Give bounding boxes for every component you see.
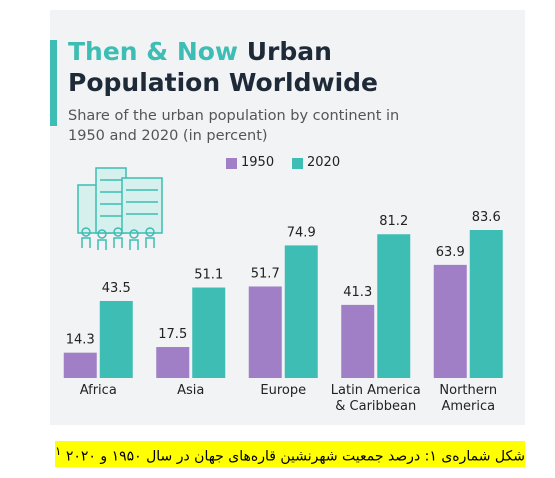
bar xyxy=(248,286,282,378)
chart-subtitle: Share of the urban population by contine… xyxy=(68,108,400,144)
chart-title: Then & Now Urban Population Worldwide xyxy=(68,36,408,98)
value-label: 83.6 xyxy=(472,210,501,225)
bar xyxy=(341,304,375,378)
bar xyxy=(469,230,503,378)
bar xyxy=(192,287,226,378)
x-tick-label: Northern America xyxy=(439,383,498,414)
value-label: 63.9 xyxy=(436,245,465,260)
x-tick-label: Europe xyxy=(260,383,307,398)
legend-swatch xyxy=(226,158,237,169)
caption-footnote: ۱ xyxy=(55,444,62,458)
value-label: 43.5 xyxy=(102,281,131,296)
x-tick-label: Africa xyxy=(79,383,117,398)
value-label: 51.7 xyxy=(251,266,280,281)
legend-swatch xyxy=(292,158,303,169)
bar xyxy=(63,352,97,378)
value-label: 41.3 xyxy=(343,285,372,300)
x-tick-label: Latin America & Caribbean xyxy=(330,383,421,414)
value-label: 51.1 xyxy=(194,268,223,283)
bar xyxy=(377,234,411,378)
value-label: 17.5 xyxy=(158,327,187,342)
title-text: Urban Population Worldwide xyxy=(68,37,378,97)
title-highlight: Then & Now xyxy=(68,37,239,66)
bar xyxy=(156,347,190,378)
value-label: 81.2 xyxy=(379,214,408,229)
accent-bar xyxy=(50,40,57,126)
value-label: 74.9 xyxy=(287,225,316,240)
bar xyxy=(433,264,467,378)
value-label: 14.3 xyxy=(66,333,95,348)
legend-label: 1950 xyxy=(241,155,275,170)
x-tick-label: Asia xyxy=(177,383,205,398)
caption: شکل شماره‌ی ۱: درصد جمعیت شهرنشین قاره‌ه… xyxy=(55,441,525,467)
caption-text: شکل شماره‌ی ۱: درصد جمعیت شهرنشین قاره‌ه… xyxy=(65,448,525,465)
bar xyxy=(284,245,318,378)
bar xyxy=(99,300,133,378)
building-icon xyxy=(77,167,163,250)
legend-label: 2020 xyxy=(307,155,341,170)
